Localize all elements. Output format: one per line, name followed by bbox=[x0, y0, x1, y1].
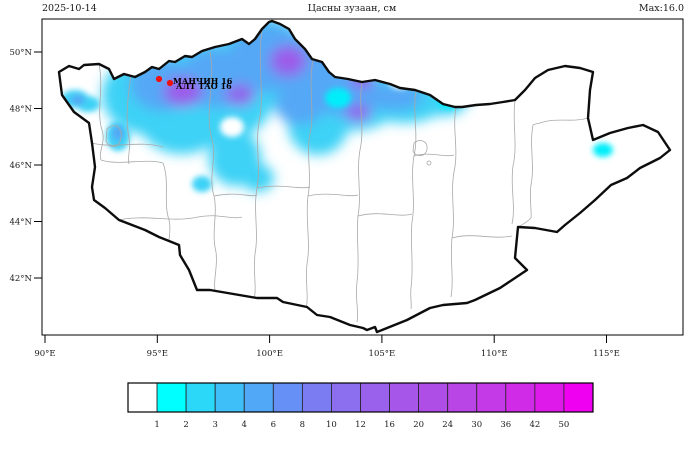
snow-blob-purple bbox=[345, 104, 371, 122]
lon-axis: 90°E 95°E 100°E 105°E 110°E 115°E bbox=[34, 335, 620, 359]
lat-tick-label: 50°N bbox=[9, 48, 32, 58]
station-dot bbox=[166, 79, 174, 87]
colorbar-level-label: 8 bbox=[300, 420, 305, 430]
snow-blob-purple bbox=[225, 84, 255, 106]
colorbar-level-label: 16 bbox=[384, 420, 395, 430]
colorbar-cell bbox=[563, 382, 594, 413]
colorbar-frame bbox=[127, 382, 594, 413]
lon-tick-label: 100°E bbox=[256, 349, 283, 359]
colorbar-level-label: 42 bbox=[529, 420, 540, 430]
colorbar-level-label: 1 bbox=[154, 420, 159, 430]
snow-blob-bright bbox=[593, 143, 613, 157]
snow-blob-white bbox=[389, 73, 411, 89]
snow-blob-white bbox=[220, 117, 244, 137]
colorbar-level-label: 2 bbox=[183, 420, 188, 430]
max-value-label: Max:16.0 bbox=[639, 3, 684, 14]
snow-blob-cyan bbox=[416, 84, 468, 116]
figure-title: Цасны зузаан, см bbox=[308, 3, 397, 14]
colorbar-cell bbox=[505, 382, 536, 413]
colorbar-level-label: 24 bbox=[442, 420, 453, 430]
colorbar-cell bbox=[214, 382, 245, 413]
colorbar-cell bbox=[243, 382, 274, 413]
lat-axis: 50°N 48°N 46°N 44°N 42°N bbox=[9, 48, 42, 284]
colorbar-legend: 1 2 3 4 6 8 10 12 16 20 24 30 36 42 50 bbox=[127, 382, 594, 430]
lon-tick-label: 110°E bbox=[481, 349, 508, 359]
snow-blob-bright bbox=[325, 88, 351, 108]
colorbar-cell bbox=[272, 382, 303, 413]
snow-blob-deep bbox=[279, 52, 299, 68]
colorbar-level-label: 10 bbox=[326, 420, 337, 430]
colorbar-level-label: 20 bbox=[413, 420, 424, 430]
snow-blob-deep bbox=[172, 82, 194, 98]
colorbar-level-label: 50 bbox=[559, 420, 570, 430]
colorbar-cell bbox=[127, 382, 158, 413]
plot-frame bbox=[41, 18, 684, 336]
lat-tick-label: 42°N bbox=[9, 274, 32, 284]
colorbar-level-label: 12 bbox=[355, 420, 366, 430]
snow-blob-blue bbox=[275, 85, 325, 125]
lon-tick-label: 90°E bbox=[34, 349, 55, 359]
colorbar-cell bbox=[156, 382, 187, 413]
colorbar-level-label: 3 bbox=[212, 420, 217, 430]
colorbar-cell bbox=[301, 382, 332, 413]
station-label: МАНЧИН 16 bbox=[173, 76, 233, 86]
lat-tick-label: 46°N bbox=[9, 161, 32, 171]
colorbar-cell bbox=[360, 382, 390, 413]
station-dot bbox=[155, 75, 163, 83]
lat-tick-label: 44°N bbox=[9, 218, 32, 228]
colorbar-cell bbox=[331, 382, 361, 413]
lon-tick-label: 105°E bbox=[369, 349, 396, 359]
province-boundaries bbox=[91, 30, 589, 323]
colorbar-cell bbox=[447, 382, 478, 413]
snow-blob-cyan bbox=[192, 176, 212, 192]
colorbar-level-label: 36 bbox=[500, 420, 511, 430]
colorbar-cell bbox=[476, 382, 507, 413]
colorbar-level-label: 30 bbox=[471, 420, 482, 430]
station-label: АЛТ ТАО 16 bbox=[176, 81, 232, 91]
lat-tick-label: 48°N bbox=[9, 105, 32, 115]
snow-blob-blue bbox=[71, 95, 85, 105]
lon-tick-label: 115°E bbox=[593, 349, 620, 359]
colorbar-cell bbox=[418, 382, 449, 413]
lon-tick-label: 95°E bbox=[147, 349, 168, 359]
colorbar-cell bbox=[389, 382, 420, 413]
colorbar-level-label: 6 bbox=[271, 420, 276, 430]
colorbar-level-label: 4 bbox=[242, 420, 247, 430]
colorbar-cell bbox=[185, 382, 216, 413]
colorbar-cell bbox=[534, 382, 565, 413]
date-label: 2025-10-14 bbox=[42, 3, 97, 14]
